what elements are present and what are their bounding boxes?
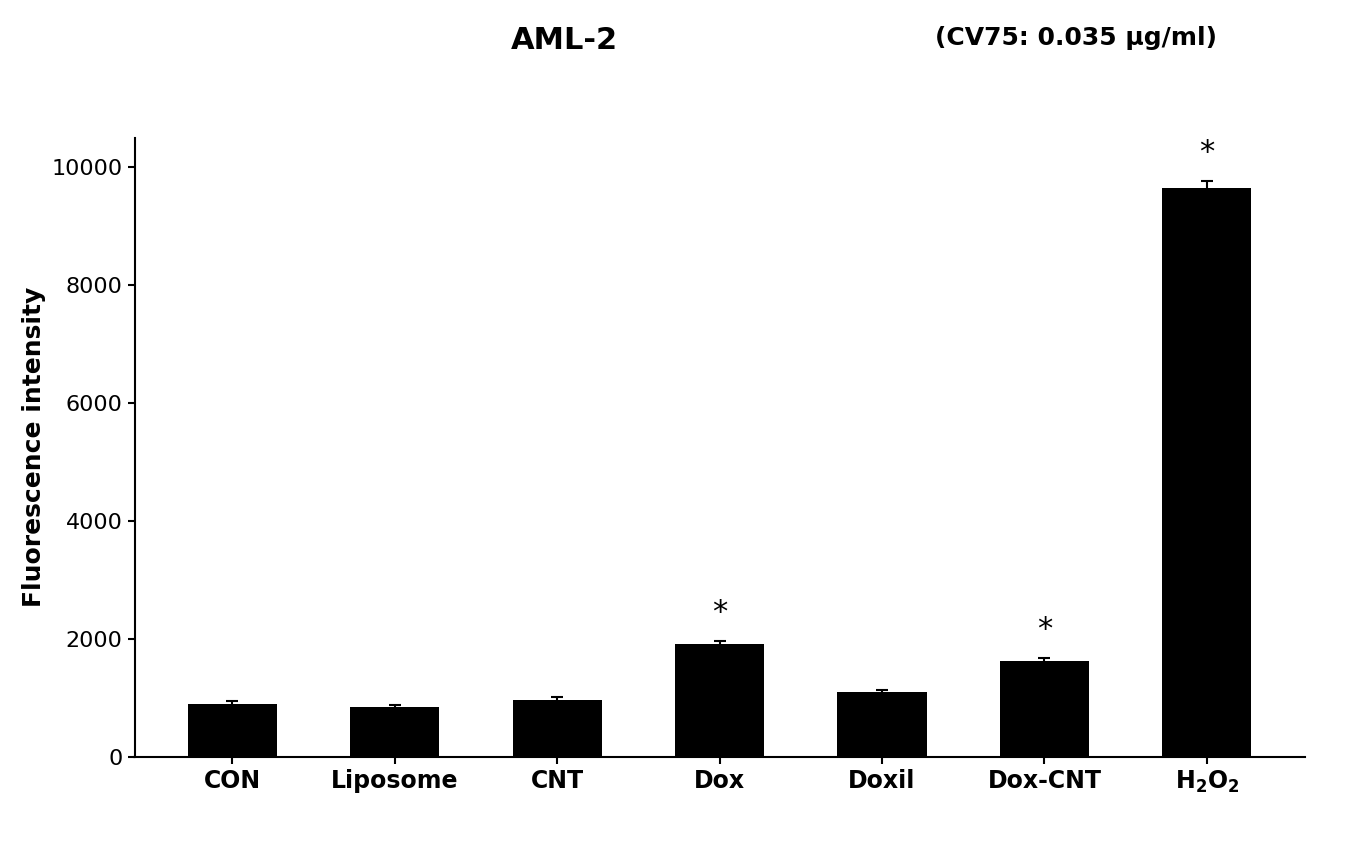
Bar — [1162, 187, 1251, 757]
Bar — [838, 692, 927, 757]
Text: (CV75: 0.035 μg/ml): (CV75: 0.035 μg/ml) — [935, 26, 1217, 50]
Text: AML-2: AML-2 — [511, 26, 619, 55]
Bar — [188, 703, 277, 757]
Text: *: * — [1037, 616, 1052, 644]
Text: *: * — [1200, 138, 1215, 167]
Y-axis label: Fluorescence intensity: Fluorescence intensity — [22, 287, 46, 607]
Bar — [350, 707, 440, 757]
Bar — [675, 643, 764, 757]
Text: *: * — [712, 598, 728, 627]
Bar — [512, 699, 601, 757]
Bar — [999, 661, 1089, 757]
